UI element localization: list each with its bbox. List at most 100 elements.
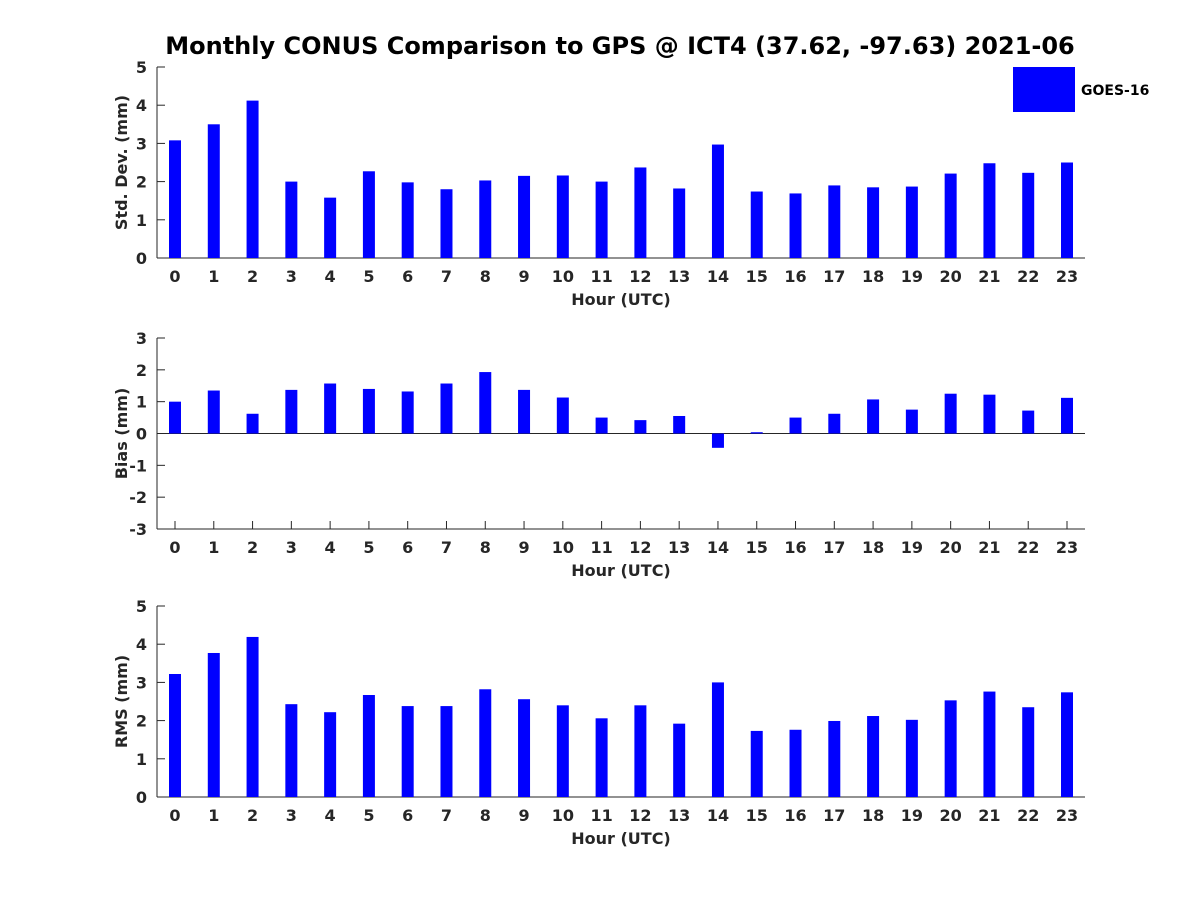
x-tick-label: 23 (1056, 538, 1078, 557)
y-tick-label: 0 (136, 249, 147, 268)
x-tick-label: 7 (441, 806, 452, 825)
x-tick-label: 4 (325, 267, 336, 286)
bar (711, 144, 724, 258)
y-tick-label: 3 (136, 673, 147, 692)
bar (518, 389, 531, 434)
bar (634, 705, 647, 797)
x-tick-label: 20 (940, 806, 962, 825)
y-tick-label: 1 (136, 393, 147, 412)
x-tick-label: 11 (590, 806, 612, 825)
bar (556, 397, 569, 434)
bar (595, 718, 608, 797)
x-tick-label: 13 (668, 538, 690, 557)
x-tick-label: 23 (1056, 267, 1078, 286)
bar (673, 723, 686, 797)
bar (673, 415, 686, 434)
x-tick-label: 19 (901, 267, 923, 286)
bar (285, 389, 298, 434)
x-tick-label: 21 (978, 806, 1000, 825)
bar (828, 720, 841, 797)
x-tick-label: 15 (746, 267, 768, 286)
bar (867, 187, 880, 258)
bar (246, 100, 259, 258)
y-axis-label: Bias (mm) (112, 388, 131, 480)
bar (362, 695, 375, 797)
x-tick-label: 21 (978, 538, 1000, 557)
bar (750, 730, 763, 797)
y-tick-label: 4 (136, 635, 147, 654)
bar (634, 420, 647, 434)
bar (944, 700, 957, 797)
x-tick-label: 1 (208, 267, 219, 286)
x-tick-label: 13 (668, 267, 690, 286)
x-tick-label: 18 (862, 538, 884, 557)
x-tick-label: 8 (480, 267, 491, 286)
bar (207, 652, 220, 797)
x-tick-label: 4 (325, 806, 336, 825)
x-tick-label: 3 (286, 806, 297, 825)
bar (285, 181, 298, 258)
x-tick-label: 10 (552, 267, 574, 286)
x-tick-label: 5 (363, 267, 374, 286)
bar (362, 171, 375, 258)
x-tick-label: 21 (978, 267, 1000, 286)
x-tick-label: 19 (901, 806, 923, 825)
legend-label: GOES-16 (1081, 83, 1149, 99)
x-tick-label: 22 (1017, 538, 1039, 557)
x-tick-label: 22 (1017, 267, 1039, 286)
y-tick-label: -3 (129, 520, 147, 539)
bar (711, 682, 724, 797)
bar (789, 417, 802, 434)
x-tick-label: 19 (901, 538, 923, 557)
bar (440, 706, 453, 797)
bar (518, 699, 531, 797)
x-tick-label: 20 (940, 538, 962, 557)
bar (905, 719, 918, 797)
legend-swatch (1013, 67, 1075, 112)
bar (169, 673, 181, 797)
bar (1061, 692, 1073, 797)
y-tick-label: 5 (136, 58, 147, 77)
x-tick-label: 18 (862, 267, 884, 286)
chart-title: Monthly CONUS Comparison to GPS @ ICT4 (… (165, 32, 1075, 60)
x-tick-label: 8 (480, 538, 491, 557)
bar (479, 689, 492, 797)
bar (634, 167, 647, 258)
x-tick-label: 0 (169, 267, 180, 286)
x-tick-label: 15 (746, 806, 768, 825)
x-tick-label: 9 (518, 806, 529, 825)
bar (828, 413, 841, 434)
x-tick-label: 14 (707, 806, 729, 825)
x-tick-label: 12 (629, 267, 651, 286)
bar (479, 372, 492, 434)
x-tick-label: 11 (590, 538, 612, 557)
y-tick-label: 2 (136, 361, 147, 380)
bar (1061, 397, 1073, 434)
x-tick-label: 1 (208, 538, 219, 557)
x-tick-label: 5 (363, 538, 374, 557)
bar (362, 388, 375, 434)
y-tick-label: 1 (136, 750, 147, 769)
x-tick-label: 2 (247, 267, 258, 286)
bar (401, 706, 414, 797)
x-tick-label: 0 (169, 538, 180, 557)
bar (1022, 172, 1035, 258)
y-tick-label: 3 (136, 134, 147, 153)
y-tick-label: 1 (136, 211, 147, 230)
bar (556, 175, 569, 258)
x-axis-label: Hour (UTC) (571, 561, 671, 580)
x-tick-label: 5 (363, 806, 374, 825)
bar (324, 197, 337, 258)
bar (479, 180, 492, 258)
y-tick-label: 2 (136, 173, 147, 192)
bar (169, 140, 181, 258)
x-tick-label: 6 (402, 267, 413, 286)
y-axis-label: RMS (mm) (112, 655, 131, 748)
x-tick-label: 13 (668, 806, 690, 825)
y-tick-label: 2 (136, 712, 147, 731)
bar (867, 399, 880, 434)
x-tick-label: 8 (480, 806, 491, 825)
x-tick-label: 2 (247, 806, 258, 825)
bar (518, 175, 531, 258)
